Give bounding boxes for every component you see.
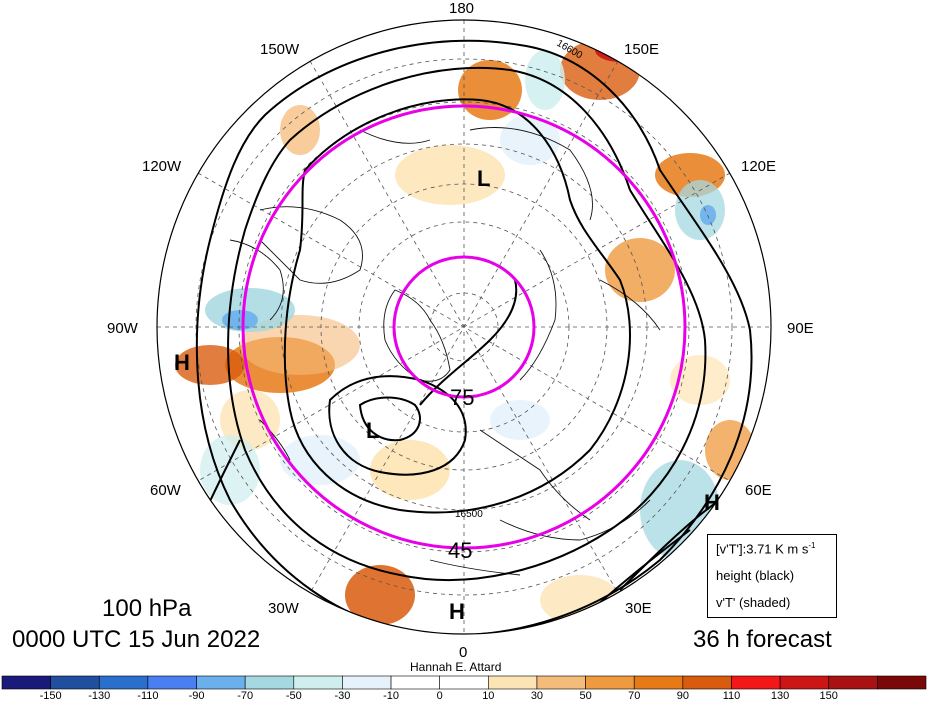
shading-layer [175,38,755,625]
colorbar-swatch [147,675,197,690]
lon-label-180: 180 [449,0,475,17]
lon-label-150e: 150E [624,41,660,58]
colorbar-swatch [196,675,246,690]
latitude-highlights [241,104,687,550]
colorbar-swatch [98,675,149,690]
colorbar-tick-label: 130 [770,690,790,702]
colorbar-tick-label: 90 [676,690,689,702]
lon-label-90w: 90W [107,320,138,337]
colorbar-swatch [779,675,830,690]
lat-45-circle [241,104,687,550]
colorbar-swatch [390,675,440,690]
colorbar-tick-label: -90 [188,690,205,702]
colorbar-tick-label: -30 [334,690,351,702]
valid-time-title: 0000 UTC 15 Jun 2022 [12,626,261,653]
coastlines [229,127,661,576]
lon-label-150w: 150W [260,41,300,58]
colorbar-tick-label: -70 [237,690,254,702]
colorbar-swatch [731,675,781,690]
colorbar-swatch [439,675,489,690]
colorbar-swatch [1,675,51,690]
lon-label-0: 0 [459,644,468,661]
legend-box: [v'T']:3.71 K m s-1 height (black) v'T' … [707,534,837,618]
lon-label-60w: 60W [150,482,181,499]
colorbar [1,675,927,690]
colorbar-swatch [342,675,392,690]
pressure-high-marker: H [449,599,465,624]
pressure-high-marker: H [704,490,720,515]
colorbar-swatch [50,675,100,690]
colorbar-tick-label: -10 [383,690,399,702]
legend-line-height: height (black) [716,568,795,583]
map-border [156,19,772,635]
pressure-low-marker: L [366,418,380,443]
pressure-level-title: 100 hPa [102,595,192,622]
lon-label-90e: 90E [787,320,814,337]
lat-75-circle [392,255,536,399]
colorbar-swatch [585,675,635,690]
colorbar-tick-label: 110 [722,690,741,702]
legend-flux-text: [v'T']:3.71 K m s [716,541,809,557]
lat-label-75: 75 [450,385,475,410]
legend-flux-superscript: -1 [808,541,816,550]
lon-label-120e: 120E [741,158,777,175]
pressure-high-marker: H [174,350,190,375]
colorbar-swatch [293,675,343,690]
colorbar-swatch [488,675,538,690]
colorbar-tick-label: 10 [482,690,495,702]
forecast-hour-title: 36 h forecast [693,626,832,653]
colorbar-swatch [828,675,878,690]
lon-label-120w: 120W [142,158,182,175]
colorbar-swatch [536,675,586,690]
colorbar-swatch [244,675,295,690]
colorbar-tick-label: -50 [285,690,302,702]
colorbar-tick-label: 50 [579,690,592,702]
lat-label-45: 45 [448,538,473,563]
colorbar-swatch [877,675,927,690]
colorbar-tick-label: -110 [137,690,159,702]
legend-line-flux: [v'T']:3.71 K m s-1 [716,541,816,556]
colorbar-tick-label: 30 [530,690,544,702]
lon-label-60e: 60E [745,482,772,499]
author-credit: Hannah E. Attard [410,660,502,674]
colorbar-tick-label: -150 [39,690,62,702]
colorbar-tick-label: 150 [819,690,838,702]
contour-label: 16500 [455,509,483,520]
colorbar-swatch [633,675,684,690]
colorbar-tick-label: 70 [628,690,641,702]
colorbar-swatch [682,675,732,690]
colorbar-tick-label: -130 [88,690,111,702]
legend-line-shaded: v'T' (shaded) [716,595,791,610]
pressure-low-marker: L [477,166,491,191]
lon-label-30w: 30W [268,600,299,617]
colorbar-tick-label: 0 [436,690,443,702]
lon-label-30e: 30E [625,600,652,617]
